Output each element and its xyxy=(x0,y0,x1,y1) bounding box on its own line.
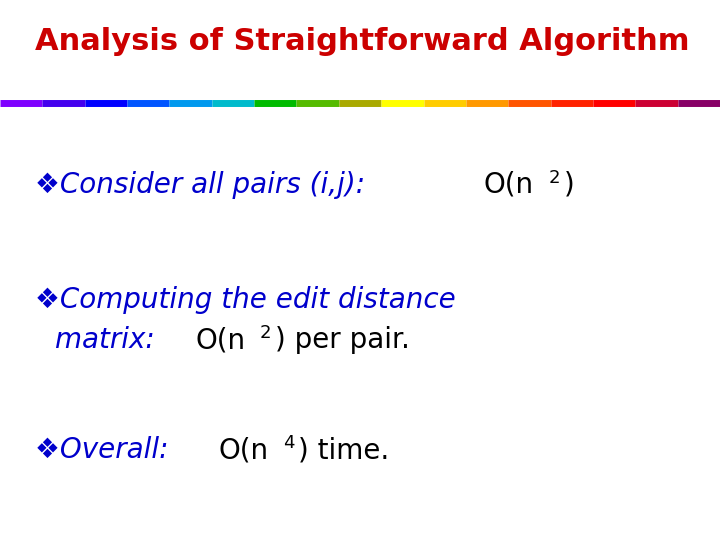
Text: matrix:: matrix: xyxy=(55,326,163,354)
Text: ): ) xyxy=(563,171,574,199)
Text: O(n: O(n xyxy=(484,171,534,199)
Text: Analysis of Straightforward Algorithm: Analysis of Straightforward Algorithm xyxy=(35,28,690,57)
Text: ❖Computing the edit distance: ❖Computing the edit distance xyxy=(35,286,456,314)
Text: 2: 2 xyxy=(260,324,271,342)
Text: O(n: O(n xyxy=(219,436,269,464)
Text: ❖Overall:: ❖Overall: xyxy=(35,436,177,464)
Text: 2: 2 xyxy=(549,169,560,187)
Text: ) per pair.: ) per pair. xyxy=(274,326,410,354)
Text: ) time.: ) time. xyxy=(298,436,390,464)
Text: O(n: O(n xyxy=(195,326,246,354)
Text: 4: 4 xyxy=(284,434,295,452)
Text: ❖Consider all pairs (i,j):: ❖Consider all pairs (i,j): xyxy=(35,171,383,199)
